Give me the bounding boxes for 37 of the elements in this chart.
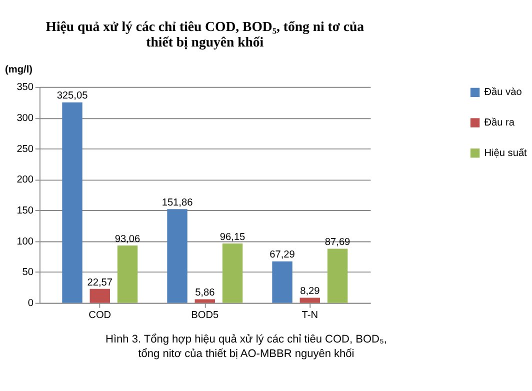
- bar: [117, 245, 138, 303]
- bar: [90, 288, 110, 303]
- data-label: 96,15: [220, 232, 246, 243]
- text: tổng nitơ của thiết bị AO-MBBR nguyên khối: [138, 348, 354, 360]
- y-tick-label: 200: [16, 174, 34, 186]
- data-label: 67,29: [270, 250, 296, 261]
- y-tick-label: 100: [16, 236, 34, 248]
- data-label: 22,57: [87, 277, 113, 288]
- bar: [62, 102, 82, 303]
- text: thiết bị nguyên khối: [146, 34, 264, 50]
- bar: [222, 244, 243, 303]
- data-label: 151,86: [162, 197, 194, 208]
- bar: [272, 261, 292, 303]
- x-tick-label: COD: [88, 310, 112, 322]
- legend-label: Đầu ra: [484, 118, 515, 129]
- y-tick-label: 250: [16, 144, 34, 155]
- bar: [300, 298, 320, 303]
- legend-label: Đầu vào: [484, 87, 522, 98]
- data-label: 8,29: [300, 286, 320, 298]
- data-label: 325,05: [56, 90, 88, 102]
- text: Hiệu quả xử lý các chỉ tiêu COD, BOD₅, tổng ni tơ của: [46, 18, 364, 34]
- bar: [167, 209, 188, 303]
- data-label: 5,86: [195, 288, 216, 299]
- data-label: 93,06: [114, 234, 141, 245]
- x-tick-label: T-N: [302, 310, 318, 322]
- bar: [194, 299, 216, 303]
- bar: [327, 248, 348, 303]
- data-label: 87,69: [324, 237, 351, 248]
- y-tick-label: 350: [16, 82, 34, 94]
- y-tick-label: 150: [16, 206, 34, 217]
- legend-label: Hiệu suất: [484, 148, 528, 159]
- y-tick-label: 50: [22, 267, 34, 278]
- text: Hình 3. Tổng hợp hiệu quả xử lý các chỉ tiêu COD, BOD₅,: [105, 333, 388, 346]
- y-tick-label: 0: [28, 298, 34, 310]
- y-axis-title: (mg/l): [5, 64, 33, 76]
- x-tick-label: BOD5: [191, 310, 220, 322]
- y-tick-label: 300: [16, 112, 34, 124]
